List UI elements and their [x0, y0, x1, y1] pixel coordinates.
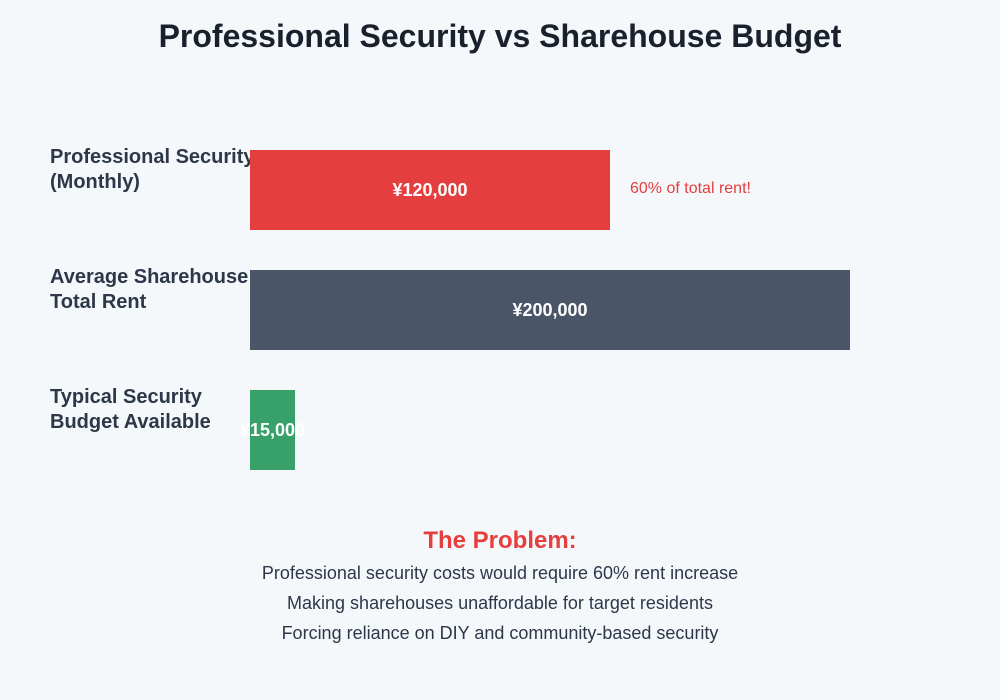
bar-professional-security: ¥120,000 [250, 150, 610, 230]
problem-title: The Problem: [423, 527, 577, 554]
bar-annotation: 60% of total rent! [630, 180, 751, 197]
row-label-sharehouse-rent: Average Sharehouse Total Rent [50, 266, 249, 313]
bar-value-label: ¥200,000 [512, 299, 588, 320]
problem-line: Forcing reliance on DIY and community-ba… [281, 623, 719, 643]
bar-security-budget: ¥15,000 [240, 390, 305, 470]
bar-value-label: ¥15,000 [239, 419, 306, 440]
problem-line: Professional security costs would requir… [261, 563, 739, 583]
row-label-security-budget: Typical Security Budget Available [50, 386, 211, 433]
bar-sharehouse-rent: ¥200,000 [250, 270, 850, 350]
row-label-professional-security: Professional Security (Monthly) [50, 146, 255, 193]
problem-line: Making sharehouses unaffordable for targ… [287, 593, 713, 613]
bar-value-label: ¥120,000 [392, 179, 468, 200]
chart-title: Professional Security vs Sharehouse Budg… [158, 18, 842, 54]
